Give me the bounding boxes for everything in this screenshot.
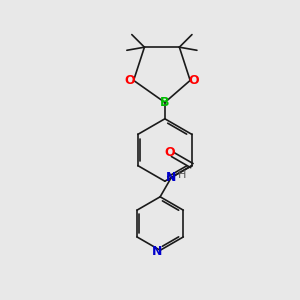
Text: H: H — [178, 169, 186, 179]
Text: N: N — [166, 171, 176, 184]
Text: O: O — [164, 146, 175, 160]
Text: O: O — [125, 74, 135, 87]
Text: N: N — [152, 245, 162, 258]
Text: O: O — [188, 74, 199, 87]
Text: B: B — [160, 96, 170, 109]
